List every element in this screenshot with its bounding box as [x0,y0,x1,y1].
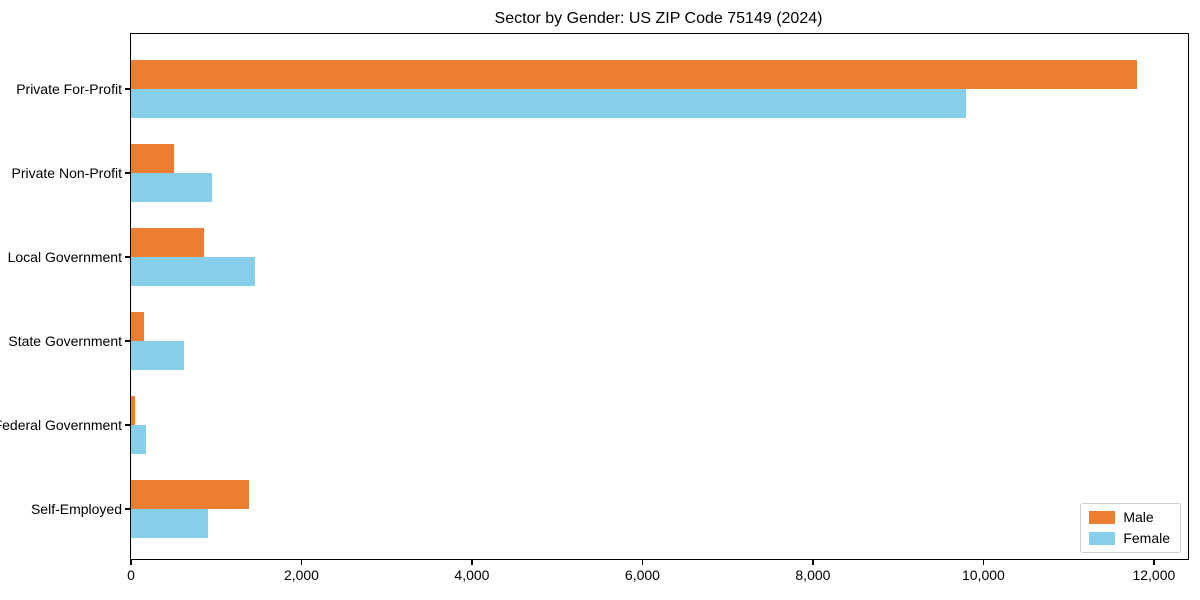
y-axis-tick [125,424,131,426]
category-label: Private Non-Profit [11,165,122,181]
x-axis-tick [982,559,985,565]
x-tick-label: 6,000 [624,567,660,583]
bar-female [131,89,967,118]
legend: Male Female [1080,503,1181,553]
x-axis-tick [1153,559,1155,565]
x-tick-label: 2,000 [283,567,319,583]
legend-label-male: Male [1123,509,1154,525]
y-axis-tick [125,172,131,174]
x-tick-label: 10,000 [961,567,1005,583]
legend-label-female: Female [1123,530,1170,546]
category-label: Federal Government [0,417,122,433]
chart-title: Sector by Gender: US ZIP Code 75149 (202… [494,10,823,27]
x-axis-tick [812,559,814,565]
x-axis-tick [130,559,132,565]
category-label: Local Government [7,249,122,265]
legend-swatch-male [1089,511,1116,524]
y-axis-tick [125,256,131,258]
bar-female [131,425,146,454]
x-tick-label: 12,000 [1132,567,1176,583]
legend-item-female: Female [1089,531,1170,546]
category-label: Private For-Profit [16,81,122,97]
bar-female [131,509,208,538]
bar-male [131,60,1137,89]
y-axis-tick [125,340,131,342]
bar-female [131,173,212,202]
bar-male [131,396,135,425]
legend-swatch-female [1089,532,1116,545]
x-axis-tick [300,559,303,565]
category-label: Self-Employed [30,501,122,517]
bar-male [131,312,144,341]
x-tick-label: 4,000 [454,567,490,583]
y-axis-tick [125,88,131,90]
plot-area: Male Female Private For-Profit Private No… [0,33,1189,583]
bar-male [131,228,204,257]
category-label: State Government [8,333,122,349]
x-axis-tick [641,559,644,565]
y-axis-tick [125,508,131,510]
bar-female [131,257,255,286]
legend-item-male: Male [1089,510,1170,525]
x-tick-label: 8,000 [795,567,831,583]
x-axis-tick [471,559,473,565]
x-tick-label: 0 [127,567,135,583]
bar-female [131,341,184,370]
bar-male [131,480,249,509]
bar-male [131,144,174,173]
